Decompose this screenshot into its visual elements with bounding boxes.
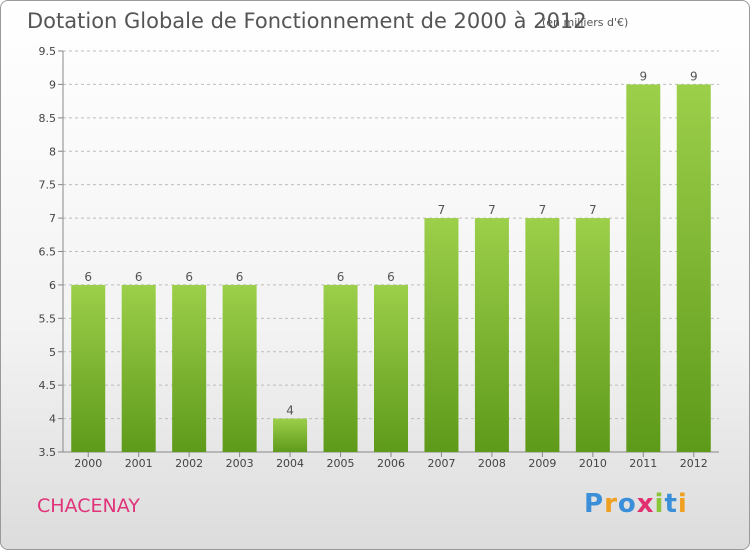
bar: [71, 284, 106, 452]
y-tick-label: 4.5: [39, 379, 57, 392]
bar: [474, 218, 509, 452]
data-label: 6: [236, 270, 244, 284]
data-label: 6: [185, 270, 193, 284]
data-label: 7: [488, 203, 496, 217]
bar: [424, 218, 459, 452]
data-label: 9: [690, 69, 698, 83]
logo-letter: x: [636, 489, 655, 519]
bar: [121, 284, 156, 452]
bar: [222, 284, 257, 452]
x-tick-label: 2006: [377, 457, 405, 470]
data-label: 4: [286, 404, 294, 418]
logo-letter: P: [584, 489, 605, 519]
x-tick-label: 2001: [125, 457, 153, 470]
bar: [626, 84, 661, 453]
x-tick-label: 2005: [327, 457, 355, 470]
x-tick-label: 2008: [478, 457, 506, 470]
chart-unit: (en milliers d'€): [542, 16, 629, 29]
y-tick-label: 6: [49, 279, 56, 292]
data-label: 6: [337, 270, 345, 284]
x-tick-label: 2004: [276, 457, 304, 470]
y-tick-label: 9.5: [39, 45, 57, 58]
bar: [323, 284, 358, 452]
bar: [676, 84, 711, 453]
y-tick-label: 5.5: [39, 312, 57, 325]
y-tick-label: 7: [49, 212, 56, 225]
y-tick-label: 3.5: [39, 446, 57, 459]
y-tick-label: 5: [49, 346, 56, 359]
logo-letter: o: [617, 489, 637, 519]
x-tick-label: 2009: [528, 457, 556, 470]
x-tick-label: 2012: [680, 457, 708, 470]
bar: [374, 284, 408, 452]
x-tick-label: 2000: [74, 457, 102, 470]
data-label: 6: [84, 270, 92, 284]
chart-title: Dotation Globale de Fonctionnement de 20…: [27, 9, 587, 33]
data-label: 7: [438, 203, 446, 217]
logo-letter: i: [654, 489, 665, 519]
y-tick-label: 6.5: [39, 246, 57, 259]
y-tick-label: 9: [49, 78, 56, 91]
bar: [525, 218, 560, 452]
x-tick-label: 2003: [226, 457, 254, 470]
data-label: 6: [387, 270, 395, 284]
x-tick-label: 2002: [175, 457, 203, 470]
commune-name: CHACENAY: [37, 495, 140, 517]
bar: [172, 284, 207, 452]
y-tick-label: 8: [49, 145, 56, 158]
data-label: 7: [539, 203, 547, 217]
data-label: 6: [135, 270, 143, 284]
y-tick-label: 7.5: [39, 179, 57, 192]
y-tick-label: 8.5: [39, 112, 57, 125]
logo-letter: i: [677, 489, 688, 519]
bar: [575, 218, 610, 452]
proxiti-logo[interactable]: Proxiti: [584, 489, 688, 519]
x-tick-label: 2010: [579, 457, 607, 470]
logo-letter: r: [604, 489, 618, 519]
data-label: 7: [589, 203, 597, 217]
data-label: 9: [639, 69, 647, 83]
y-tick-label: 4: [49, 413, 56, 426]
logo-letter: t: [664, 489, 678, 519]
x-tick-label: 2007: [427, 457, 455, 470]
bar: [273, 418, 308, 452]
x-tick-label: 2011: [629, 457, 657, 470]
